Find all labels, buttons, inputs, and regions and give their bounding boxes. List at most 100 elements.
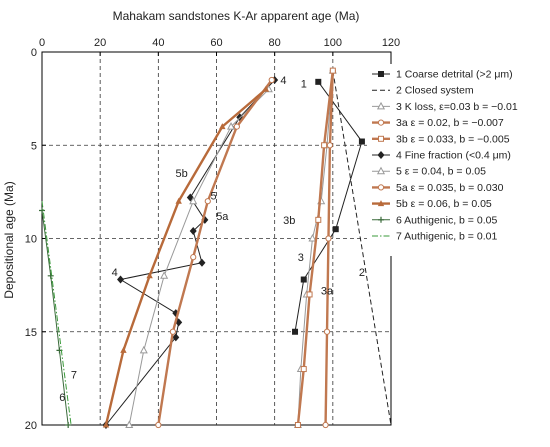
x-tick-label: 120 [382, 37, 400, 49]
legend-marker [377, 151, 385, 159]
data-point [189, 227, 197, 236]
y-axis-title: Depositional age (Ma) [2, 181, 16, 298]
legend-marker [378, 216, 384, 223]
legend-marker [377, 119, 385, 126]
data-point [326, 142, 334, 149]
y-tick-label: 20 [25, 420, 37, 432]
legend-background [367, 64, 547, 256]
series-7 [125, 84, 273, 428]
data-point [322, 421, 329, 429]
data-point [198, 258, 206, 267]
data-point [268, 76, 275, 84]
legend-label: 3b ε = 0.033, b = −0.005 [396, 133, 510, 145]
data-point [323, 328, 331, 335]
data-point [189, 196, 198, 205]
data-point [190, 254, 197, 261]
legend-marker [378, 71, 384, 77]
legend-marker [376, 166, 386, 175]
x-tick-label: 60 [210, 37, 222, 49]
annotations: 1 2 3 3a 3b 4 4 5 5a 5b 67 [59, 75, 365, 404]
series-line [104, 88, 267, 426]
data-point [300, 276, 307, 283]
legend-label: 5 ε = 0.04, b = 0.05 [396, 166, 486, 178]
y-tick-label: 0 [31, 47, 37, 59]
curve-label: 7 [71, 370, 77, 382]
data-point [172, 333, 180, 342]
data-point [262, 85, 270, 92]
series-group [39, 66, 392, 429]
legend-label: 3 K loss, ε=0.03 b = −0.01 [396, 101, 518, 113]
data-point [325, 235, 332, 242]
data-point [39, 207, 45, 214]
data-point [358, 138, 365, 145]
data-point [300, 366, 307, 373]
y-tick-label: 15 [25, 327, 37, 339]
curve-label: 3 [298, 252, 304, 264]
curve-label: 3a [321, 286, 334, 298]
curve-label: 1 [301, 79, 307, 91]
legend-marker [378, 135, 384, 142]
curve-label: 5 [211, 191, 217, 203]
data-point [125, 420, 134, 428]
series-5 [294, 67, 336, 428]
data-point [219, 123, 226, 130]
data-point [169, 328, 176, 335]
data-point [175, 197, 182, 204]
x-tick-label: 100 [324, 37, 342, 49]
x-tick-label: 80 [269, 37, 281, 49]
series-line [41, 210, 69, 426]
data-point [227, 122, 236, 130]
x-tick-label: 20 [94, 37, 106, 49]
series-line [296, 70, 335, 426]
curve-label: 6 [59, 392, 65, 404]
series-1 [292, 78, 365, 335]
legend-label: 5a ε = 0.035, b = 0.030 [396, 182, 504, 194]
data-point [120, 346, 127, 353]
data-point [329, 67, 336, 74]
data-point [117, 275, 125, 284]
x-axis-title: Mahakam sandstones K-Ar apparent age (Ma… [113, 9, 360, 23]
data-point [139, 345, 148, 354]
data-point [332, 226, 339, 233]
data-point [308, 233, 317, 242]
x-tick-label: 40 [152, 37, 164, 49]
series-line [128, 88, 270, 426]
data-point [315, 216, 322, 223]
y-tick-label: 5 [31, 140, 37, 152]
legend: 1 Coarse detrital (>2 μm) 2 Closed system… [367, 64, 547, 256]
curve-label: 5a [216, 211, 229, 223]
legend-label: 5b ε = 0.06, b = 0.05 [396, 198, 492, 210]
data-point [315, 78, 322, 85]
data-point [65, 422, 72, 428]
legend-label: 3a ε = 0.02, b = −0.007 [396, 117, 504, 129]
data-point [321, 142, 328, 149]
legend-label: 6 Authigenic, b = 0.05 [396, 214, 497, 226]
curve-label: 3b [283, 215, 295, 227]
data-point [204, 198, 211, 205]
data-point [233, 123, 240, 130]
series-10 [39, 207, 72, 428]
data-point [292, 328, 299, 335]
series-line [157, 79, 273, 426]
legend-label: 2 Closed system [396, 85, 474, 97]
series-8 [155, 76, 275, 429]
data-point [155, 421, 162, 429]
legend-label: 7 Authigenic, b = 0.01 [396, 231, 497, 243]
legend-label: 1 Coarse detrital (>2 μm) [396, 69, 513, 81]
data-point [294, 422, 301, 428]
series-line [332, 70, 392, 426]
series-11 [41, 201, 72, 426]
legend-marker [377, 184, 385, 191]
data-point [306, 291, 313, 298]
series-2 [332, 70, 392, 426]
curve-label: 5b [175, 168, 187, 180]
x-tick-label: 0 [39, 37, 45, 49]
legend-marker [377, 200, 385, 207]
legend-marker [376, 101, 386, 110]
series-9 [102, 85, 270, 428]
series-line [41, 201, 72, 426]
data-point [160, 271, 169, 279]
data-point [146, 272, 153, 279]
